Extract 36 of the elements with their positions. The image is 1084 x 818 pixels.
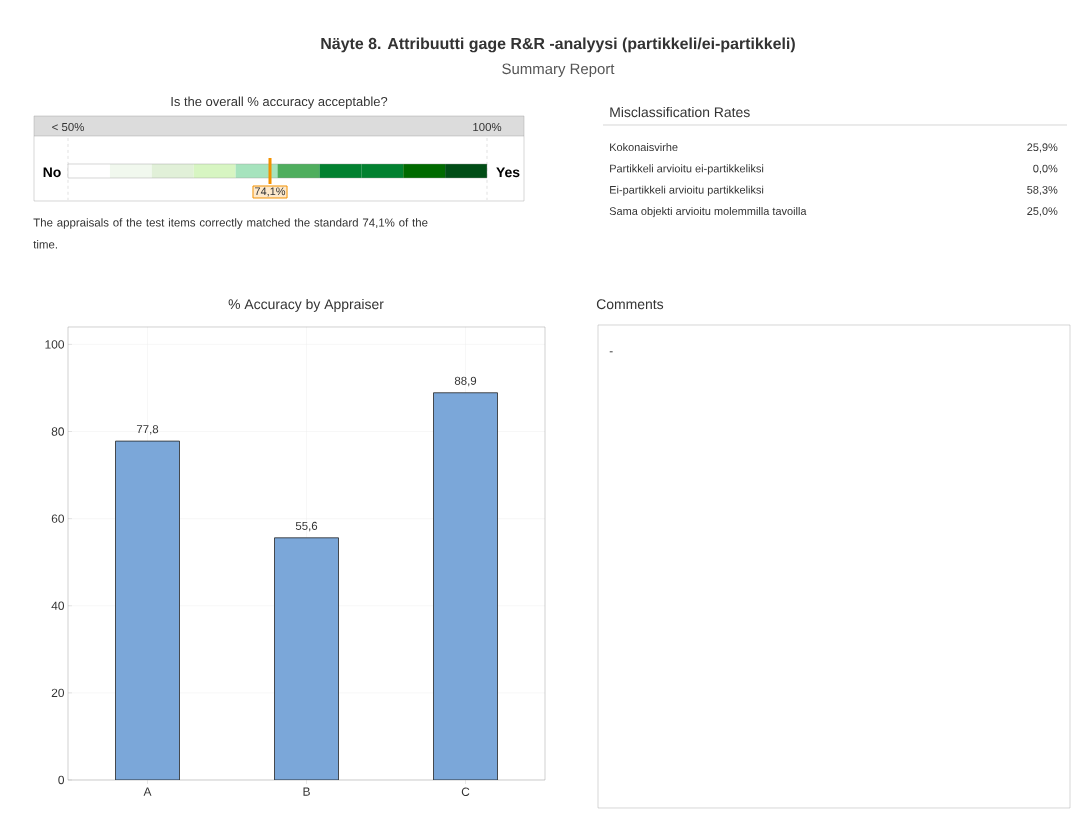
- text: Yes: [496, 167, 520, 178]
- x-tick-label: C: [461, 787, 470, 796]
- bar: [433, 392, 498, 780]
- bar: [274, 537, 339, 780]
- text: Summary Report: [502, 63, 615, 78]
- chart-title: % Accuracy by Appraiser: [228, 298, 384, 312]
- text: 58,3%: [1027, 185, 1058, 195]
- text: Comments: [596, 299, 664, 310]
- text: Näyte 8. Attribuutti gage R&R -analyysi (partikkeli/ei-partikkeli): [321, 37, 795, 53]
- y-tick-label: 100: [45, 340, 65, 349]
- text: 74,1%: [255, 187, 286, 197]
- y-tick-label: 80: [51, 427, 65, 436]
- category-label: Partikkeli arvioitu ei-partikkeliksi: [610, 164, 764, 175]
- text: Is the overall % accuracy acceptable?: [171, 96, 388, 109]
- y-tick-label: 60: [51, 514, 65, 523]
- x-tick-label: A: [143, 787, 152, 796]
- text: 25,9%: [1027, 143, 1058, 153]
- text: < 50%: [52, 122, 84, 132]
- category-label: Sama objekti arvioitu molemmilla tavoilla: [609, 206, 807, 218]
- y-tick-label: 0: [58, 775, 65, 785]
- category-label: Kokonaisvirhe: [610, 143, 678, 152]
- category-label: Ei-partikkeli arvioitu partikkeliksi: [610, 185, 764, 196]
- text: -: [609, 351, 613, 353]
- x-tick-label: B: [303, 787, 310, 796]
- bar: [115, 440, 180, 780]
- y-tick-label: 40: [51, 601, 65, 610]
- data-label: 55,6: [295, 521, 318, 532]
- data-label: 88,9: [454, 376, 477, 387]
- text: The appraisals of the test items correctly matched the standard 74,1% of the time.: [33, 218, 428, 249]
- text: 25,0%: [1027, 207, 1058, 217]
- text: No: [43, 167, 61, 178]
- y-tick-label: 20: [51, 688, 65, 698]
- text: 100%: [473, 122, 502, 132]
- text: Misclassification Rates: [610, 106, 750, 118]
- text: 0,0%: [1033, 164, 1058, 174]
- data-label: 77,8: [136, 425, 159, 435]
